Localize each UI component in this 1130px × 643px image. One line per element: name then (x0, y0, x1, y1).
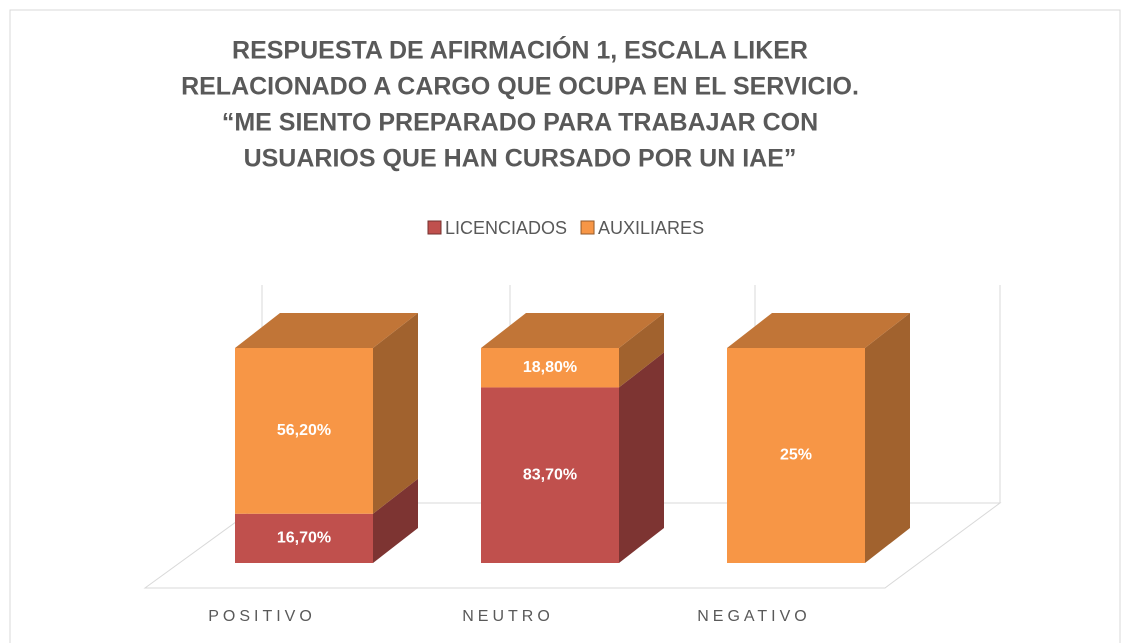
legend-label: LICENCIADOS (445, 218, 567, 238)
x-tick-label: NEUTRO (462, 608, 554, 625)
value-label: 83,70% (523, 466, 577, 483)
bar-top (235, 313, 418, 348)
bar-side (619, 313, 664, 388)
bar-top (481, 313, 664, 348)
bar-segment (235, 348, 373, 514)
x-tick-label: NEGATIVO (697, 608, 811, 625)
bar-side (373, 313, 418, 514)
legend-swatch (427, 220, 442, 235)
value-label: 18,80% (523, 359, 577, 376)
bar-segment (481, 387, 619, 563)
bar-segment (481, 348, 619, 388)
value-label: 56,20% (277, 422, 331, 439)
chart-title: USUARIOS QUE HAN CURSADO POR UN IAE” (244, 145, 797, 173)
chart-title: “ME SIENTO PREPARADO PARA TRABAJAR CON (222, 109, 818, 137)
bar-segment (727, 348, 865, 563)
bar-top (727, 313, 910, 348)
value-label: 25% (780, 447, 812, 464)
bar-side (865, 313, 910, 563)
legend-label: AUXILIARES (598, 218, 704, 238)
value-label: 16,70% (277, 530, 331, 547)
bar-segment (235, 513, 373, 563)
chart-title: RESPUESTA DE AFIRMACIÓN 1, ESCALA LIKER (232, 35, 808, 65)
bar-side (373, 478, 418, 563)
legend-swatch (580, 220, 595, 235)
bar-side (619, 352, 664, 563)
chart-title: RELACIONADO A CARGO QUE OCUPA EN EL SERV… (181, 73, 859, 101)
x-tick-label: POSITIVO (208, 608, 316, 625)
